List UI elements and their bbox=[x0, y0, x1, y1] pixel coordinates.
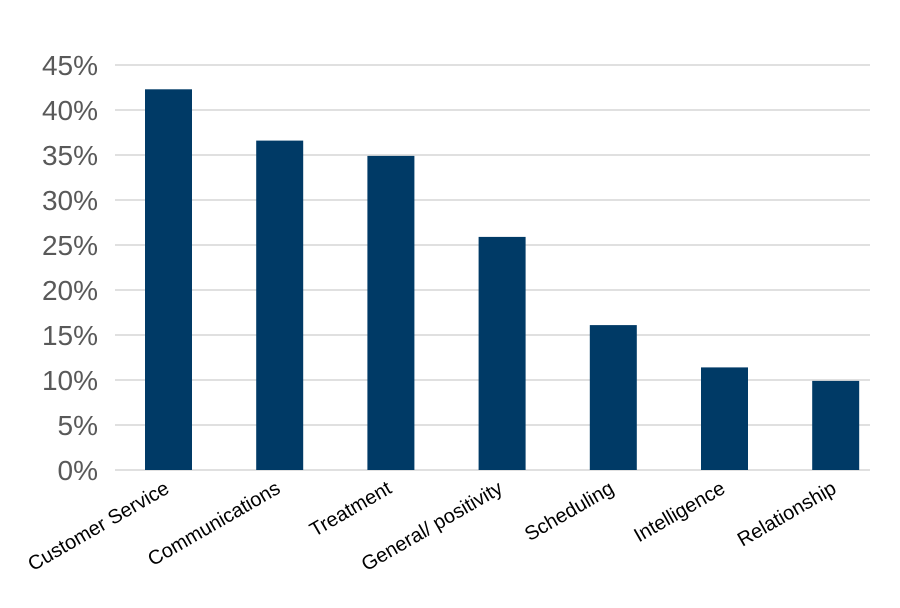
bar bbox=[812, 380, 860, 470]
bar bbox=[145, 89, 192, 471]
x-tick-label: Intelligence bbox=[630, 477, 729, 547]
y-tick-label: 25% bbox=[42, 230, 98, 261]
y-tick-label: 40% bbox=[42, 95, 98, 126]
y-tick-label: 20% bbox=[42, 275, 98, 306]
y-tick-label: 30% bbox=[42, 185, 98, 216]
x-tick-label: Relationship bbox=[734, 477, 840, 551]
bar bbox=[256, 140, 304, 470]
bar bbox=[701, 367, 748, 470]
bar bbox=[478, 236, 526, 470]
y-tick-label: 35% bbox=[42, 140, 98, 171]
y-tick-label: 15% bbox=[42, 320, 98, 351]
y-tick-label: 45% bbox=[42, 50, 98, 81]
bar bbox=[367, 155, 415, 470]
x-tick-label: Scheduling bbox=[521, 477, 618, 546]
bar bbox=[589, 325, 637, 470]
y-tick-label: 5% bbox=[58, 410, 98, 441]
x-tick-label: Treatment bbox=[306, 477, 396, 541]
y-tick-label: 10% bbox=[42, 365, 98, 396]
y-tick-label: 0% bbox=[58, 455, 98, 486]
